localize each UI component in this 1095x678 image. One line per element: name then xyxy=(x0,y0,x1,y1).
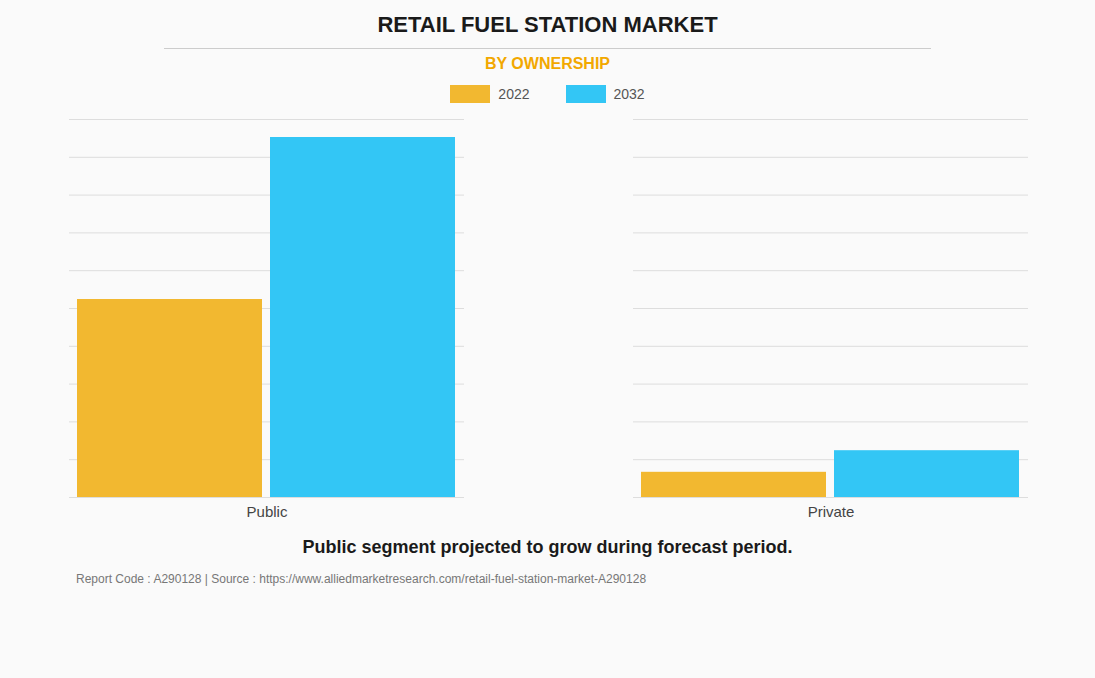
html-text:2022: 2022 xyxy=(498,86,530,102)
html-text:2032: 2032 xyxy=(613,86,645,102)
html-text:BY OWNERSHIP: BY OWNERSHIP xyxy=(485,55,610,72)
svg-text:Public: Public xyxy=(246,503,287,520)
html-text:Report Code : A290128 | Source: Report Code : A290128 | Source : https:/… xyxy=(76,572,647,586)
html-text:RETAIL FUEL STATION MARKET: RETAIL FUEL STATION MARKET xyxy=(377,12,718,37)
html-text:Public segment projected to gr: Public segment projected to grow during … xyxy=(302,537,793,557)
svg-text:Private: Private xyxy=(807,503,854,520)
